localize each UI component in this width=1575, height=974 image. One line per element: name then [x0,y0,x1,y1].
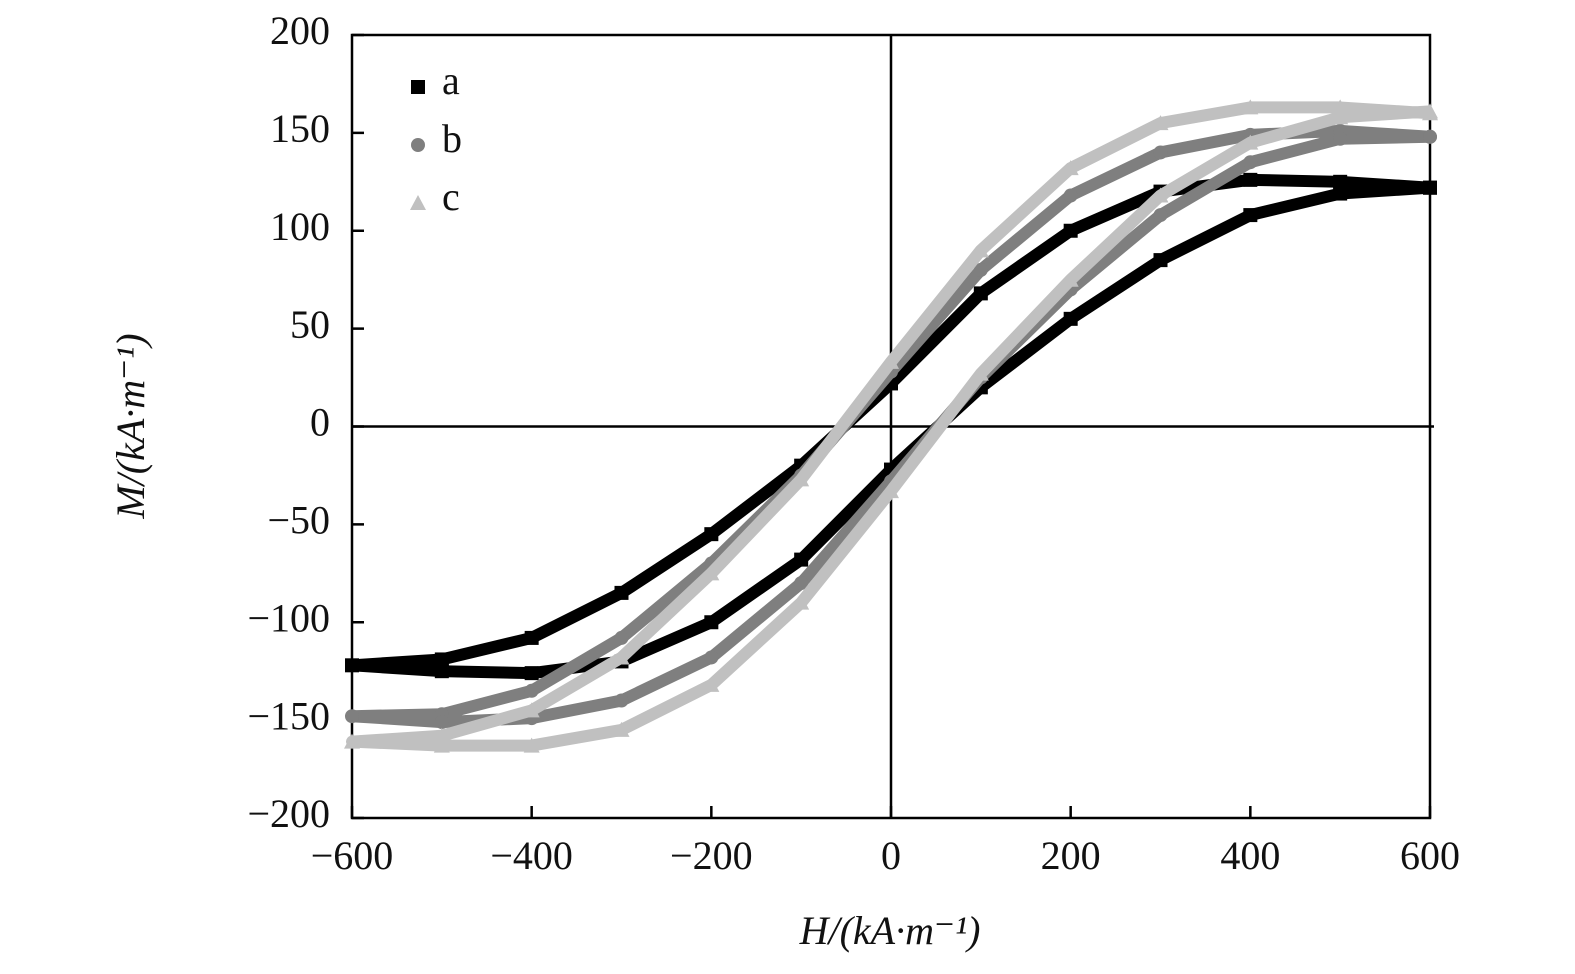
x-tick-label: −200 [670,833,753,878]
data-point [1242,99,1259,115]
legend-marker [411,138,425,152]
data-point [1243,155,1258,170]
y-tick-label: 50 [290,302,330,347]
data-point [433,737,450,753]
data-point [613,649,630,665]
y-tick-label: 150 [270,106,330,151]
data-point [1153,145,1168,160]
data-point [883,483,899,499]
data-point [1063,311,1078,326]
data-point [614,693,629,708]
data-point [794,552,809,567]
data-point [433,727,450,743]
data-point [434,664,449,679]
x-tick-label: 0 [881,833,901,878]
data-point [704,650,719,665]
legend-marker [410,195,426,210]
data-point [1062,160,1079,176]
legend-label: b [442,116,462,161]
data-point [972,242,989,258]
data-point [1152,187,1169,203]
data-point [704,527,719,542]
data-point [1422,103,1438,119]
data-point [1333,174,1348,189]
data-point [1063,188,1078,203]
data-point [523,737,540,753]
legend-marker [411,80,425,94]
data-point [973,286,988,301]
data-point [1242,134,1259,150]
data-point [704,615,719,630]
x-tick-label: 400 [1220,833,1280,878]
data-point [434,652,449,667]
data-point [883,353,899,369]
data-point [1062,271,1079,287]
data-point [524,683,539,698]
x-tick-label: −400 [490,833,573,878]
data-point [344,733,360,749]
x-axis-label: H/(kA·m⁻¹) [799,908,981,953]
data-point [1332,99,1349,115]
y-tick-label: 100 [270,204,330,249]
data-point [1153,253,1168,268]
data-point [1423,129,1437,144]
y-tick-label: −100 [247,595,330,640]
legend-label: a [442,58,460,103]
y-tick-label: 0 [310,400,330,445]
data-point [1243,208,1258,223]
legend-label: c [442,174,460,219]
data-point [703,676,720,692]
x-tick-label: 200 [1041,833,1101,878]
x-tick-label: 600 [1400,833,1460,878]
data-point [434,715,449,730]
y-tick-label: 200 [270,8,330,53]
y-tick-label: −150 [247,693,330,738]
data-point [613,721,630,737]
data-point [524,666,539,681]
data-point [793,594,810,610]
plot-frame [350,33,1432,820]
data-point [345,658,359,673]
data-point [523,702,540,718]
data-point [972,365,989,381]
data-point [1423,180,1437,195]
data-point [1152,115,1169,131]
y-tick-label: −200 [247,791,330,836]
data-point [345,709,359,724]
data-point [703,565,720,581]
data-point [1243,172,1258,187]
data-point [1332,109,1349,125]
data-point [1333,131,1348,146]
data-point [973,262,988,277]
data-point [524,630,539,645]
data-point [1333,186,1348,201]
data-point [614,585,629,600]
data-point [1063,223,1078,238]
y-tick-label: −50 [267,498,330,543]
x-tick-label: −600 [311,833,394,878]
y-axis-label: M/(kA·m⁻¹) [108,333,153,519]
data-point [793,471,810,487]
data-point [614,630,629,645]
data-point [1153,208,1168,223]
data-point [794,576,809,591]
